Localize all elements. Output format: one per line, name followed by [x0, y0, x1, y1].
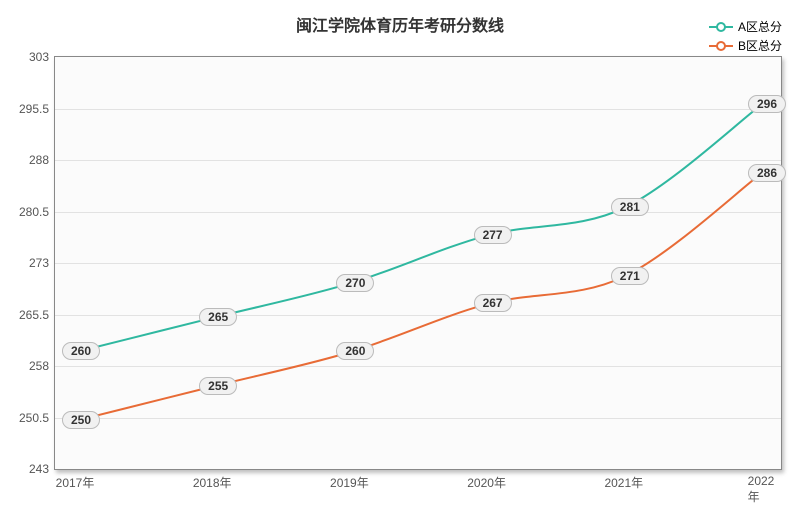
y-tick-label: 288: [29, 153, 55, 167]
data-label: 277: [474, 226, 512, 244]
data-label: 267: [474, 294, 512, 312]
legend-label-a: A区总分: [738, 18, 782, 35]
x-tick-label: 2018年: [193, 469, 232, 491]
data-label: 265: [199, 308, 237, 326]
data-label: 281: [611, 198, 649, 216]
x-tick-label: 2019年: [330, 469, 369, 491]
y-tick-label: 258: [29, 359, 55, 373]
plot-area: 243250.5258265.5273280.5288295.53032017年…: [54, 56, 782, 470]
data-label: 260: [336, 342, 374, 360]
legend-item-b: B区总分: [709, 37, 782, 54]
data-label: 271: [611, 267, 649, 285]
legend-item-a: A区总分: [709, 18, 782, 35]
legend-swatch-a: [709, 26, 733, 28]
y-tick-label: 273: [29, 256, 55, 270]
data-label: 250: [62, 411, 100, 429]
chart-container: 闽江学院体育历年考研分数线 A区总分 B区总分 243250.5258265.5…: [0, 0, 800, 500]
chart-title: 闽江学院体育历年考研分数线: [0, 12, 800, 36]
x-tick-label: 2020年: [467, 469, 506, 491]
x-tick-label: 2021年: [604, 469, 643, 491]
legend-label-b: B区总分: [738, 37, 782, 54]
data-label: 260: [62, 342, 100, 360]
data-label: 296: [748, 95, 786, 113]
y-tick-label: 303: [29, 50, 55, 64]
series-line-0: [75, 105, 761, 352]
series-line-1: [75, 174, 761, 421]
legend: A区总分 B区总分: [709, 18, 782, 56]
y-tick-label: 250.5: [19, 411, 55, 425]
line-layer: [55, 57, 781, 469]
legend-swatch-b: [709, 45, 733, 47]
x-tick-label: 2017年: [56, 469, 95, 491]
y-tick-label: 265.5: [19, 308, 55, 322]
y-tick-label: 243: [29, 462, 55, 476]
data-label: 270: [336, 274, 374, 292]
y-tick-label: 280.5: [19, 205, 55, 219]
y-tick-label: 295.5: [19, 102, 55, 116]
data-label: 286: [748, 164, 786, 182]
data-label: 255: [199, 377, 237, 395]
